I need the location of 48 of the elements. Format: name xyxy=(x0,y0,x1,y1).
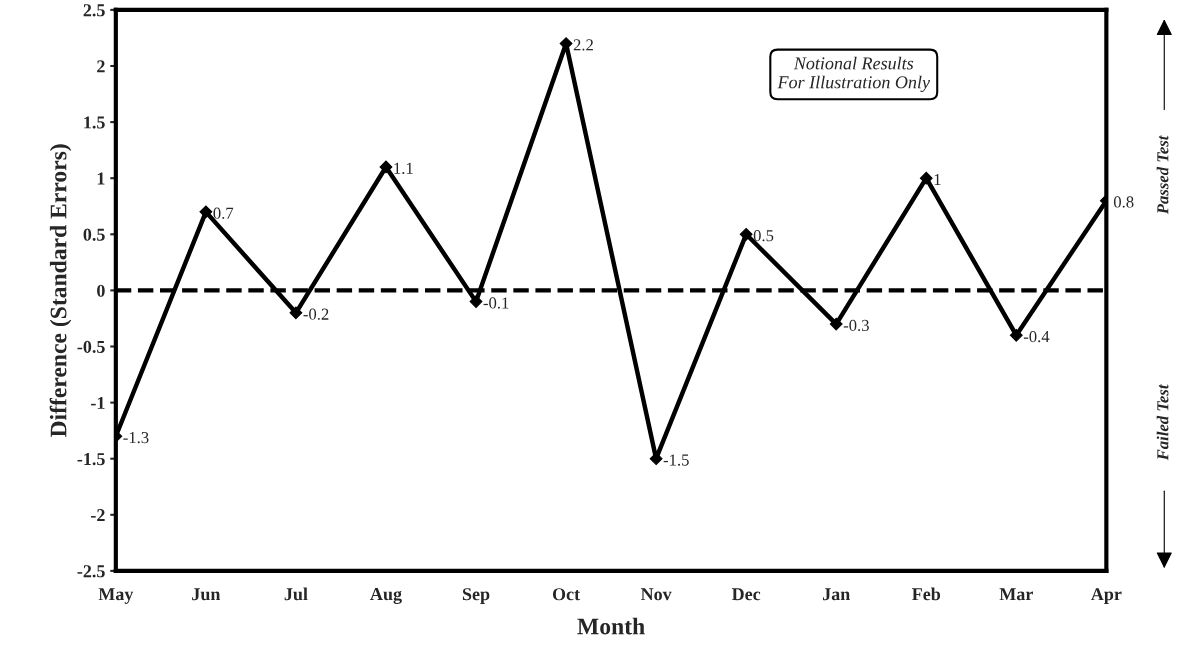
data-label: -1.3 xyxy=(123,432,149,444)
y-tick-label: -1.5 xyxy=(77,453,105,466)
y-tick-label: 1 xyxy=(97,172,105,185)
y-tick-label: -0.5 xyxy=(77,340,105,354)
data-label: -0.4 xyxy=(1023,330,1050,343)
x-tick-label: Oct xyxy=(552,588,581,601)
y-tick-label: 2.5 xyxy=(83,4,105,17)
x-axis-title: Month xyxy=(577,617,645,635)
point xyxy=(469,295,483,309)
x-tick-label: Aug xyxy=(370,588,402,604)
x-tick-label: Feb xyxy=(912,587,941,601)
x-tick-label: Sep xyxy=(462,588,490,604)
y-axis-title: Difference (Standard Errors) xyxy=(49,144,72,438)
x-tick-label: Jun xyxy=(192,588,221,601)
data-label: -0.3 xyxy=(843,319,869,332)
data-label: 1 xyxy=(934,173,941,185)
y-tick-label: -1 xyxy=(91,396,105,409)
x-tick-label: Mar xyxy=(999,588,1033,601)
point xyxy=(1009,328,1023,342)
point xyxy=(379,160,393,174)
point xyxy=(919,171,933,185)
y-tick-label: 2 xyxy=(97,60,105,73)
x-tick-label: May xyxy=(98,588,134,604)
point xyxy=(829,317,843,331)
data-label: -0.1 xyxy=(483,297,509,309)
y-tick-label: -2 xyxy=(91,509,105,522)
x-tick-label: Apr xyxy=(1090,588,1122,604)
y-tick-label: 0 xyxy=(97,284,105,297)
point xyxy=(739,227,753,241)
y-tick-label: 1.5 xyxy=(84,116,105,129)
x-tick-label: Nov xyxy=(640,588,672,601)
annotation: Notional Results For Illustration Only xyxy=(777,56,931,93)
x-tick-label: Jan xyxy=(822,588,850,601)
x-tick-label: Dec xyxy=(731,588,761,601)
data-label: 2.2 xyxy=(573,39,593,51)
text: Passed Test xyxy=(1156,135,1169,215)
data-label: 0.7 xyxy=(213,207,234,219)
data-label: 0.5 xyxy=(753,230,774,242)
point xyxy=(289,306,303,320)
point xyxy=(199,205,213,219)
x-tick-label: Jul xyxy=(284,587,308,601)
data-label: -1.5 xyxy=(663,454,689,466)
data-label: 0.8 xyxy=(1113,196,1134,208)
data-label: 1.1 xyxy=(394,162,413,174)
data-label: -0.2 xyxy=(303,308,329,320)
text: Failed Test xyxy=(1156,384,1169,461)
y-tick-label: 0.5 xyxy=(83,228,105,241)
y-tick-label: -2.5 xyxy=(77,565,105,578)
